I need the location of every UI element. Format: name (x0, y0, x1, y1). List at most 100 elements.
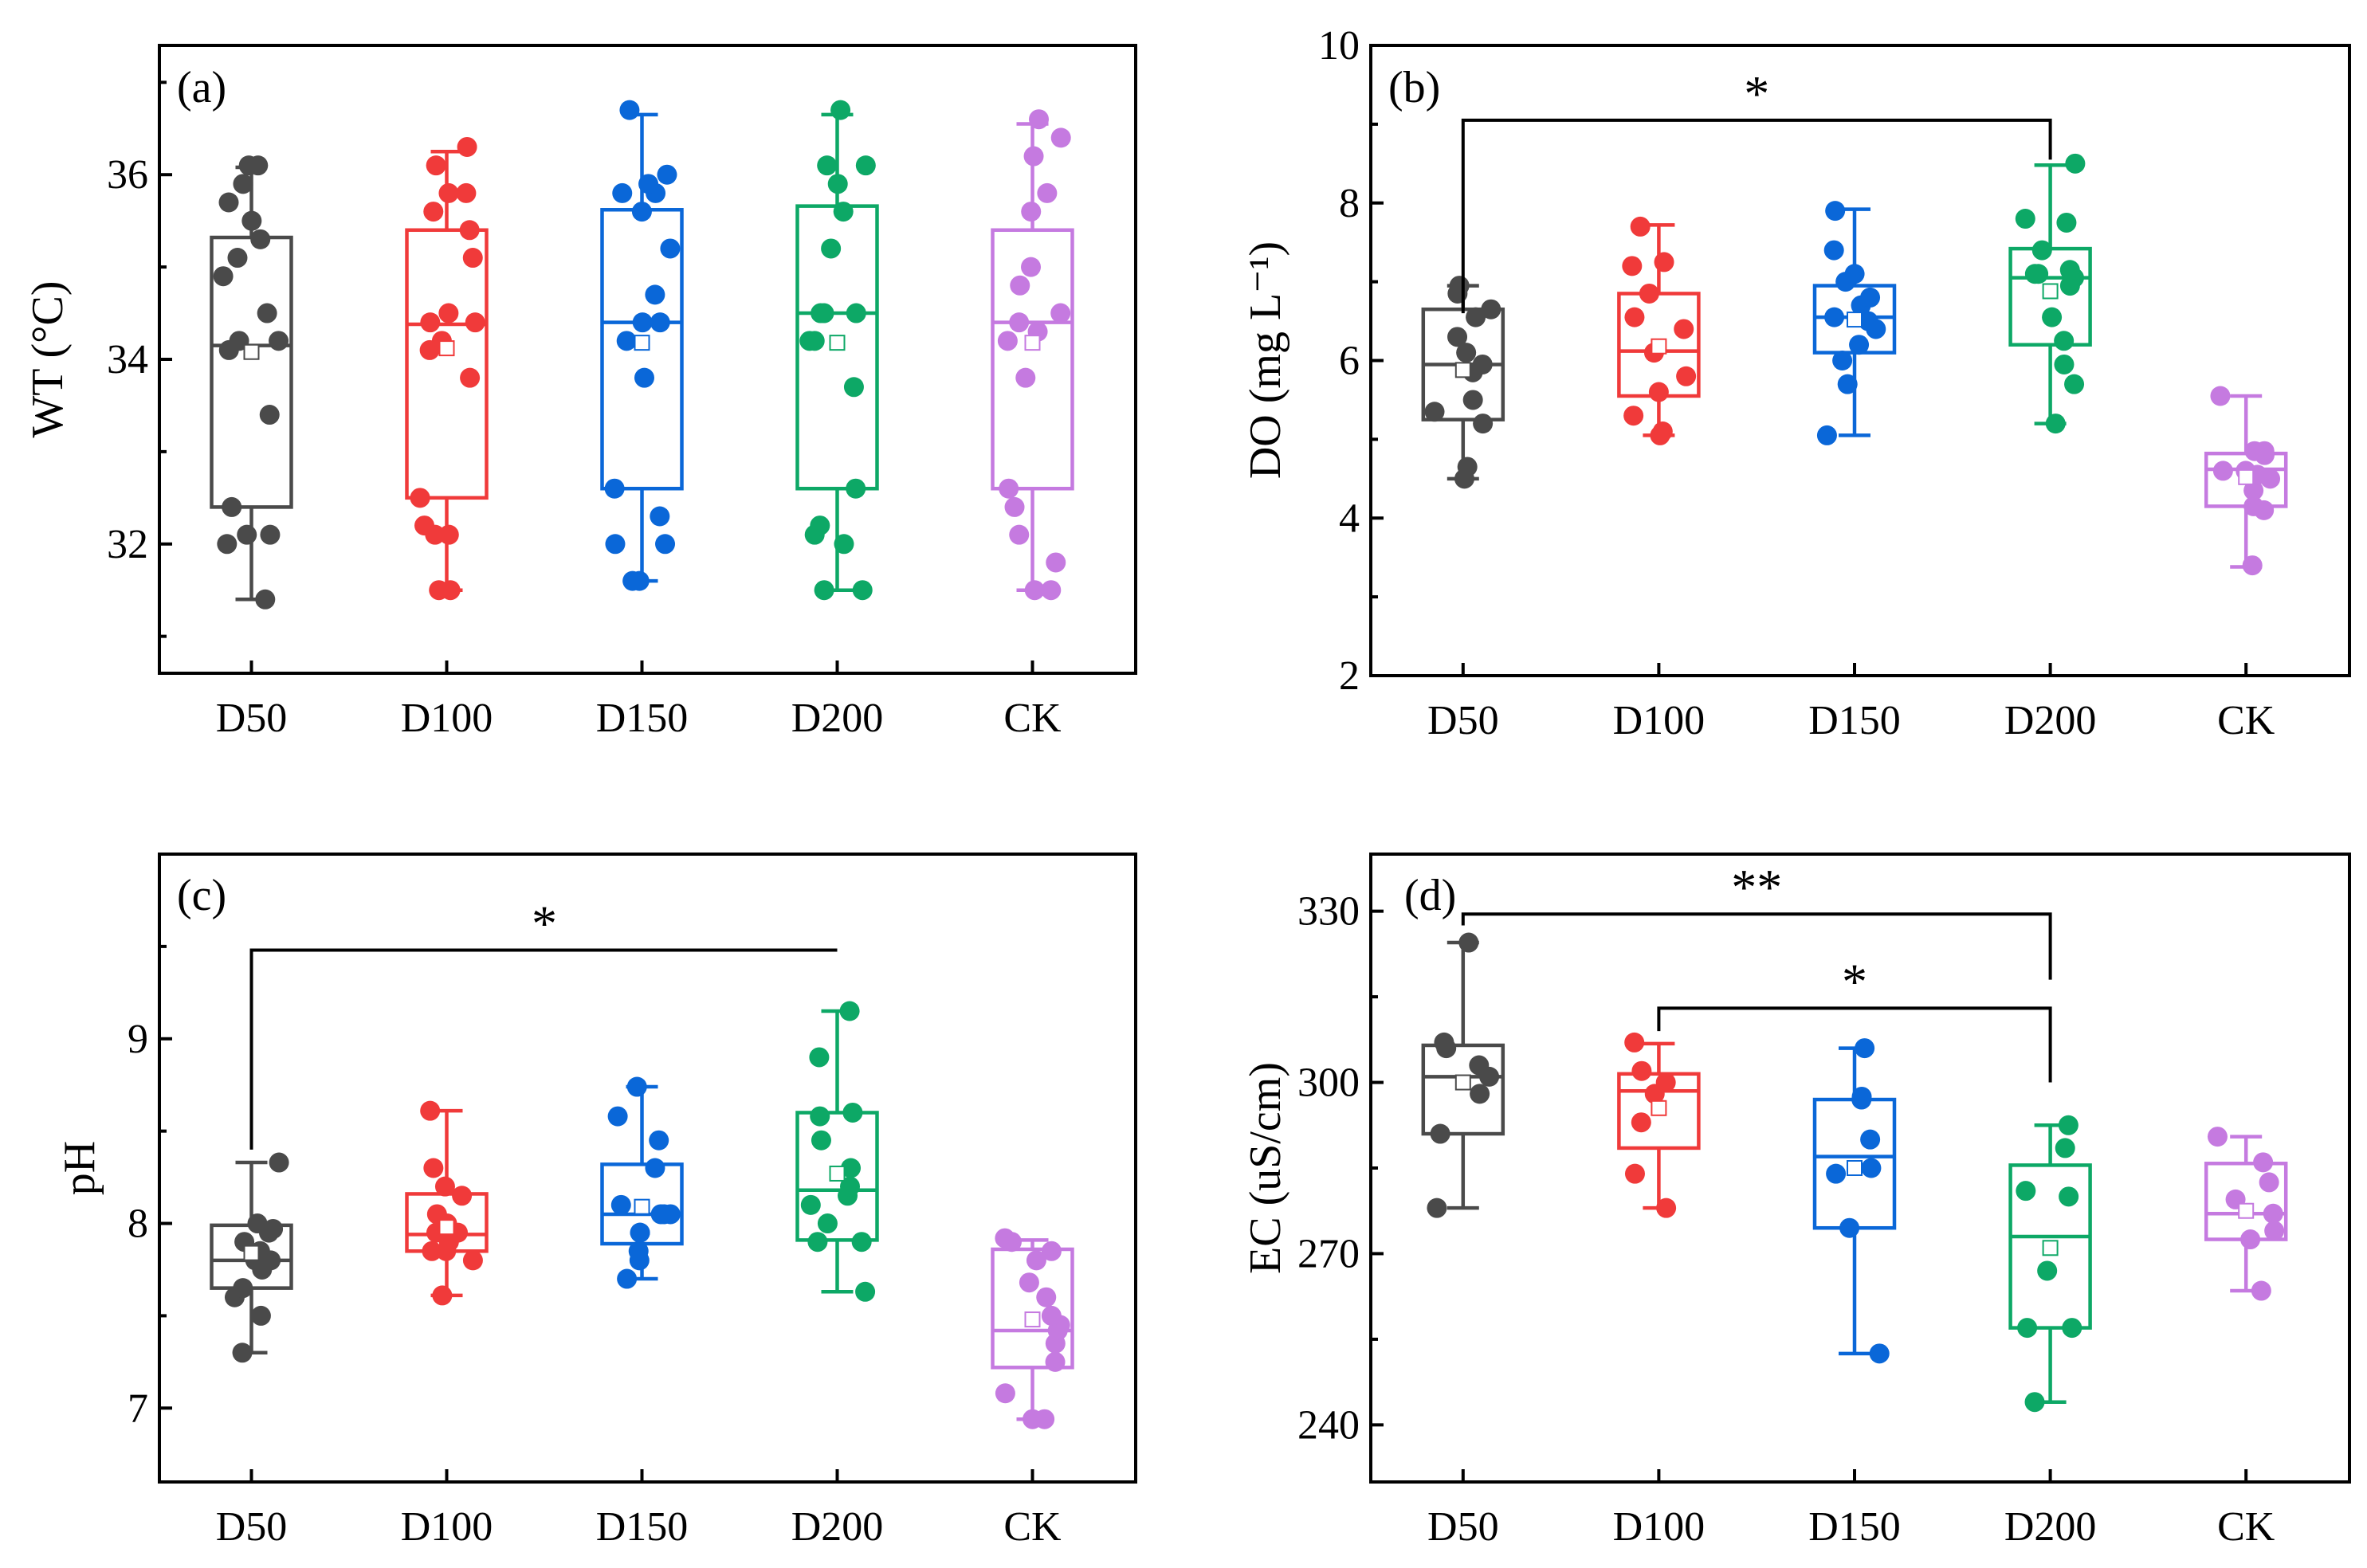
y-tick-label: 300 (1297, 1060, 1360, 1106)
data-point (1676, 366, 1697, 386)
x-tick-label-d50: D50 (1427, 1504, 1499, 1550)
panel-b-y-axis-title: DO (mg L⁻¹) (1241, 241, 1290, 479)
data-point (628, 1241, 649, 1261)
data-point (1041, 1241, 1062, 1261)
mean-marker (829, 335, 846, 351)
x-tick-label-d150: D150 (596, 1504, 689, 1550)
data-point (811, 1130, 831, 1151)
data-point (2212, 461, 2233, 481)
x-tick-label-d150: D150 (596, 696, 689, 741)
data-point (1037, 182, 1058, 203)
x-tick-label-d50: D50 (216, 1504, 288, 1550)
data-point (250, 1305, 271, 1326)
y-tick-label: 2 (1339, 653, 1360, 699)
data-point (1458, 932, 1479, 953)
panel-c-x-ticks: D50 D100 D150 D200 CK (216, 1469, 1062, 1550)
data-point (804, 331, 825, 351)
interquartile-box (991, 1247, 1074, 1370)
box-d150 (1812, 201, 1897, 445)
box-d200 (795, 1001, 879, 1302)
panel-d-boxes (1421, 932, 2288, 1413)
data-point (631, 202, 652, 222)
data-point (255, 589, 276, 610)
y-tick-label: 4 (1339, 496, 1360, 541)
x-tick-label-d100: D100 (401, 696, 493, 741)
data-point (429, 580, 449, 601)
data-point (2240, 1229, 2261, 1250)
box-d100 (405, 136, 489, 601)
mean-marker (2238, 468, 2255, 485)
data-point (1041, 580, 1062, 601)
data-point (1469, 1055, 1490, 1076)
panel-a: (a) WT (°C) 32 34 36 D50 D100 D150 D200 CK (23, 44, 1137, 741)
panel-d-label: (d) (1404, 871, 1456, 920)
data-point (462, 1250, 483, 1271)
data-point (257, 303, 277, 323)
mean-marker (634, 335, 650, 351)
data-point (2055, 1138, 2075, 1158)
data-point (1449, 276, 1470, 296)
data-point (1021, 257, 1042, 277)
data-point (622, 570, 643, 591)
data-point (237, 524, 257, 545)
box-ck (991, 109, 1074, 601)
data-point (649, 1130, 669, 1151)
significance-line (1657, 1006, 2052, 1083)
data-point (632, 312, 653, 333)
x-tick-label-d50: D50 (1427, 698, 1499, 743)
box-d150 (1812, 1038, 1897, 1364)
y-tick-label: 240 (1297, 1402, 1360, 1448)
mean-marker (438, 340, 455, 357)
data-point (1024, 580, 1045, 601)
data-point (1837, 374, 1858, 394)
panel-b-boxes (1421, 153, 2288, 576)
data-point (1050, 127, 1071, 148)
data-point (855, 1281, 876, 1302)
data-point (232, 1343, 253, 1363)
y-tick-label: 330 (1297, 889, 1360, 935)
data-point (1861, 1158, 1882, 1178)
box-d50 (210, 1152, 293, 1363)
data-point (995, 1228, 1015, 1249)
data-point (1045, 1351, 1066, 1372)
data-point (1004, 496, 1025, 517)
box-d100 (1617, 216, 1701, 445)
interquartile-box (795, 1111, 879, 1242)
data-point (1036, 1287, 1057, 1307)
data-point (846, 478, 866, 499)
panel-a-boxes (210, 100, 1074, 610)
data-point (810, 515, 830, 536)
data-point (457, 136, 477, 157)
data-point (800, 1194, 821, 1215)
data-point (269, 1152, 289, 1173)
data-point (1472, 354, 1493, 374)
data-point (227, 248, 248, 269)
data-point (1631, 1112, 1651, 1133)
y-tick-label: 10 (1318, 23, 1360, 69)
data-point (1447, 327, 1468, 347)
interquartile-box (2008, 1163, 2092, 1330)
mean-marker (1024, 1311, 1041, 1328)
data-point (626, 1076, 647, 1097)
box-d100 (405, 1100, 489, 1306)
data-point (1655, 1072, 1676, 1093)
data-point (660, 238, 681, 259)
data-point (263, 1218, 284, 1239)
data-point (2062, 1318, 2082, 1339)
data-point (810, 1106, 830, 1127)
y-tick-label: 36 (107, 152, 148, 198)
data-point (1019, 1272, 1039, 1293)
box-d50 (210, 155, 293, 610)
data-point (1860, 287, 1881, 308)
data-point (1858, 311, 1878, 331)
data-point (2042, 307, 2063, 327)
data-point (604, 478, 625, 499)
data-point (997, 331, 1018, 351)
panel-a-y-axis-title: WT (°C) (23, 280, 73, 437)
data-point (1466, 307, 1486, 327)
mean-marker (243, 343, 260, 360)
data-point (807, 1232, 828, 1252)
data-point (1624, 1032, 1645, 1053)
mean-marker (634, 1198, 650, 1215)
